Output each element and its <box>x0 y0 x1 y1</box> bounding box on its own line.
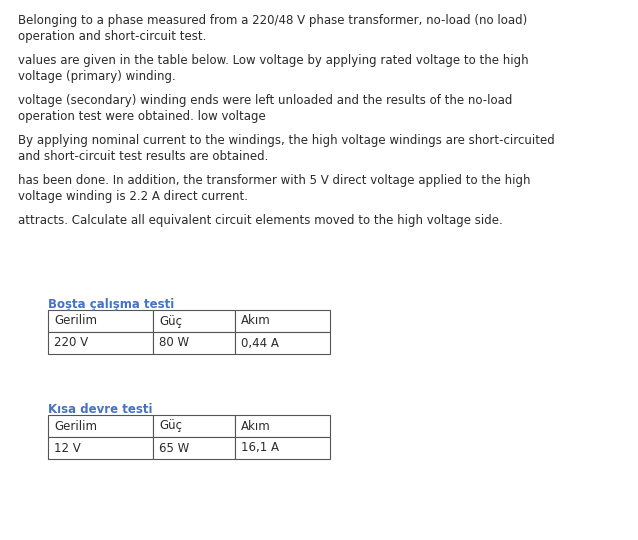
Bar <box>153 437 235 459</box>
Text: voltage winding is 2.2 A direct current.: voltage winding is 2.2 A direct current. <box>18 190 248 203</box>
Text: By applying nominal current to the windings, the high voltage windings are short: By applying nominal current to the windi… <box>18 134 555 147</box>
Text: Güç: Güç <box>159 420 182 433</box>
Bar <box>235 415 330 437</box>
Text: voltage (primary) winding.: voltage (primary) winding. <box>18 70 175 83</box>
Text: Boşta çalışma testi: Boşta çalışma testi <box>48 298 174 311</box>
Text: attracts. Calculate all equivalent circuit elements moved to the high voltage si: attracts. Calculate all equivalent circu… <box>18 214 503 227</box>
Text: 16,1 A: 16,1 A <box>241 442 279 455</box>
Text: 80 W: 80 W <box>159 336 189 349</box>
Bar <box>48 310 153 332</box>
Text: 0,44 A: 0,44 A <box>241 336 279 349</box>
Bar <box>235 310 330 332</box>
Text: Belonging to a phase measured from a 220/48 V phase transformer, no-load (no loa: Belonging to a phase measured from a 220… <box>18 14 527 27</box>
Text: 220 V: 220 V <box>54 336 88 349</box>
Text: and short-circuit test results are obtained.: and short-circuit test results are obtai… <box>18 150 269 163</box>
Text: Akım: Akım <box>241 314 271 327</box>
Text: Gerilim: Gerilim <box>54 420 97 433</box>
Text: Kısa devre testi: Kısa devre testi <box>48 403 152 416</box>
Text: values are given in the table below. Low voltage by applying rated voltage to th: values are given in the table below. Low… <box>18 54 529 67</box>
Bar <box>235 332 330 354</box>
Text: 65 W: 65 W <box>159 442 189 455</box>
Text: operation test were obtained. low voltage: operation test were obtained. low voltag… <box>18 110 266 123</box>
Bar <box>153 332 235 354</box>
Text: voltage (secondary) winding ends were left unloaded and the results of the no-lo: voltage (secondary) winding ends were le… <box>18 94 512 107</box>
Text: 12 V: 12 V <box>54 442 81 455</box>
Bar <box>48 415 153 437</box>
Text: Gerilim: Gerilim <box>54 314 97 327</box>
Text: Akım: Akım <box>241 420 271 433</box>
Text: operation and short-circuit test.: operation and short-circuit test. <box>18 30 206 43</box>
Bar <box>48 332 153 354</box>
Bar <box>153 415 235 437</box>
Bar <box>153 310 235 332</box>
Bar <box>48 437 153 459</box>
Text: has been done. In addition, the transformer with 5 V direct voltage applied to t: has been done. In addition, the transfor… <box>18 174 531 187</box>
Text: Güç: Güç <box>159 314 182 327</box>
Bar <box>235 437 330 459</box>
